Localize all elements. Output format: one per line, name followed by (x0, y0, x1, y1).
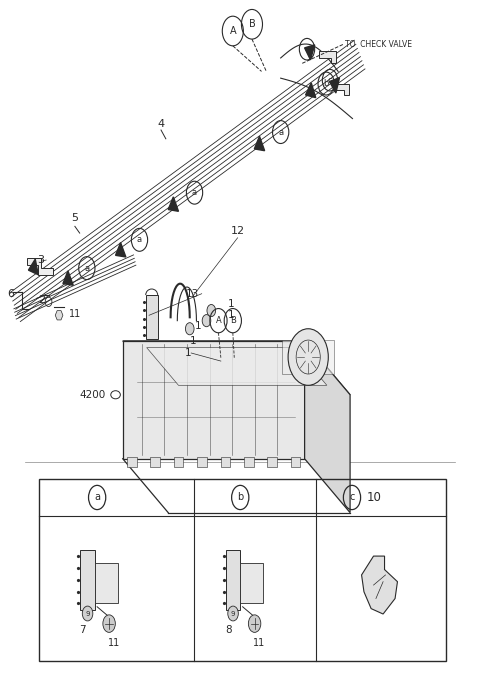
Text: a: a (137, 236, 142, 244)
Bar (244, 458, 253, 467)
Bar (95, 563, 118, 603)
Circle shape (288, 329, 328, 385)
Bar (39, 479, 446, 661)
Bar (267, 458, 277, 467)
Polygon shape (361, 556, 397, 614)
Circle shape (82, 606, 93, 621)
Polygon shape (319, 51, 336, 63)
Text: 7: 7 (80, 625, 86, 635)
Circle shape (202, 315, 211, 327)
Text: b: b (237, 493, 243, 502)
Text: c: c (328, 76, 332, 84)
Text: c: c (349, 493, 355, 502)
Text: 4200: 4200 (80, 389, 106, 400)
Text: 5: 5 (72, 213, 78, 223)
Polygon shape (123, 341, 305, 459)
Circle shape (228, 606, 239, 621)
Bar (240, 563, 263, 603)
Text: 1: 1 (228, 310, 235, 320)
Text: 11: 11 (108, 639, 120, 649)
Text: A: A (216, 316, 221, 325)
Text: TO  CHECK VALVE: TO CHECK VALVE (345, 40, 412, 49)
Polygon shape (333, 84, 348, 95)
Polygon shape (305, 341, 350, 512)
Bar (226, 549, 240, 610)
Text: 1: 1 (185, 348, 192, 358)
Bar (174, 458, 183, 467)
Polygon shape (123, 341, 350, 395)
Polygon shape (306, 83, 316, 98)
Bar (150, 458, 160, 467)
Bar (146, 295, 157, 339)
Bar (291, 458, 300, 467)
Text: a: a (94, 493, 100, 502)
Polygon shape (55, 310, 63, 320)
Text: 8: 8 (225, 625, 231, 635)
Polygon shape (116, 242, 126, 257)
Text: B: B (249, 20, 255, 29)
Text: 9: 9 (85, 610, 90, 616)
Polygon shape (305, 45, 315, 60)
Polygon shape (63, 271, 73, 286)
Text: 13: 13 (186, 289, 199, 299)
Text: 3: 3 (37, 255, 44, 265)
Circle shape (103, 615, 115, 632)
Text: a: a (278, 128, 283, 136)
Text: 11: 11 (69, 309, 81, 319)
Text: 9: 9 (231, 610, 235, 616)
Polygon shape (28, 259, 38, 275)
Text: 11: 11 (253, 639, 265, 649)
Bar (221, 458, 230, 467)
Text: 2: 2 (38, 296, 45, 306)
Bar (197, 458, 207, 467)
Text: 1: 1 (228, 299, 235, 309)
Text: A: A (229, 26, 236, 36)
Polygon shape (329, 78, 339, 93)
Circle shape (185, 323, 194, 335)
Circle shape (207, 304, 216, 317)
Polygon shape (254, 136, 264, 151)
Bar (127, 458, 137, 467)
Text: 10: 10 (366, 491, 381, 504)
Text: 4: 4 (157, 119, 165, 129)
Circle shape (248, 615, 261, 632)
Text: 12: 12 (230, 226, 245, 236)
Text: a: a (84, 264, 89, 273)
Text: b: b (324, 79, 329, 88)
Text: a: a (192, 188, 197, 197)
Polygon shape (168, 197, 179, 211)
Bar (80, 549, 95, 610)
Text: 6: 6 (7, 289, 14, 299)
Text: 1: 1 (190, 336, 196, 346)
Polygon shape (147, 348, 327, 385)
Bar (282, 340, 335, 374)
Polygon shape (27, 258, 53, 275)
Text: c: c (305, 45, 309, 54)
Text: B: B (230, 316, 236, 325)
Text: 1: 1 (194, 321, 201, 331)
